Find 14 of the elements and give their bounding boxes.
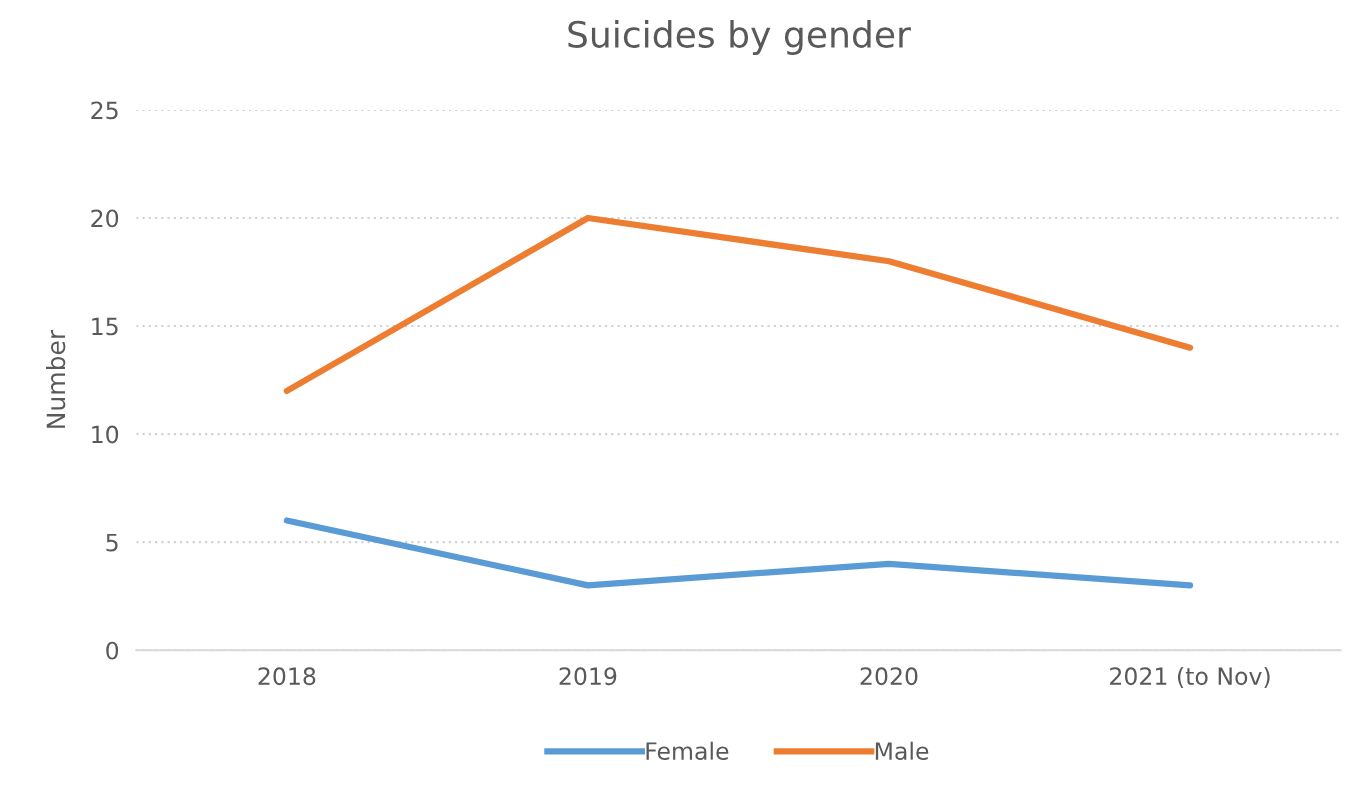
x-tick-label: 2019 (559, 667, 617, 686)
y-tick-label: 10 (92, 425, 119, 444)
legend-label: Male (875, 741, 929, 760)
y-tick-label: 0 (106, 641, 119, 660)
x-tick-label: 2020 (860, 667, 918, 686)
chart-title: Suicides by gender (568, 20, 911, 55)
y-tick-label: 20 (91, 209, 119, 228)
legend-label: Female (646, 741, 729, 760)
x-tick-label: 2021 (to Nov) (1110, 666, 1270, 688)
y-axis-title: Number (46, 329, 66, 428)
x-tick-label: 2018 (258, 667, 316, 686)
y-tick-label: 15 (92, 317, 118, 336)
y-tick-label: 25 (91, 101, 118, 120)
y-tick-label: 5 (106, 533, 118, 552)
